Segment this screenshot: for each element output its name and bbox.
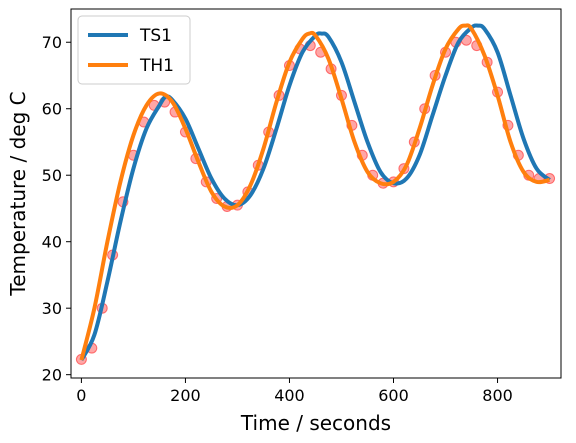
y-axis-ticks: 20 30 40 50 60 70 [42,33,71,385]
y-tick-label-40: 40 [42,233,62,252]
x-axis-ticks: 0 200 400 600 800 [76,378,513,405]
x-tick-label-600: 600 [378,386,409,405]
plot-frame [70,8,562,379]
x-axis-label: Time / seconds [240,411,391,435]
legend-label-ts1: TS1 [139,26,172,46]
y-tick-label-60: 60 [42,100,62,119]
line-series [79,23,551,362]
y-tick-label-70: 70 [42,33,62,52]
x-tick-label-400: 400 [274,386,305,405]
y-axis-label: Temperature / deg C [6,91,30,296]
x-tick-label-200: 200 [170,386,201,405]
legend-label-th1: TH1 [139,56,174,76]
legend: TS1 TH1 [77,15,191,85]
x-tick-label-800: 800 [482,386,513,405]
x-tick-label-0: 0 [76,386,86,405]
y-tick-label-50: 50 [42,166,62,185]
y-tick-label-30: 30 [42,299,62,318]
series-line-ts1 [79,23,551,362]
y-tick-label-20: 20 [42,366,62,385]
series-line-th1 [79,23,551,361]
